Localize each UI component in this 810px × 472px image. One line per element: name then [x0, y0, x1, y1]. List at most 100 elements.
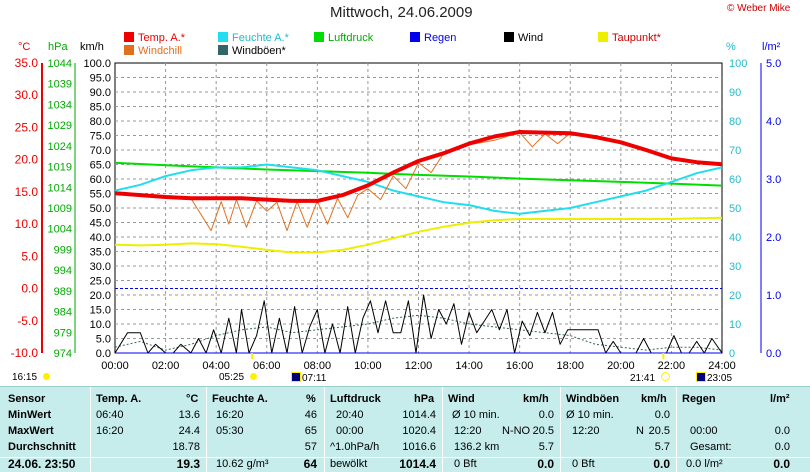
pressure-tick-label: 974	[54, 348, 72, 360]
moonrise-marker: 07:11	[291, 372, 326, 384]
humidity-tick-label: 80	[729, 116, 741, 128]
rain-tick-label: 2.0	[766, 232, 781, 244]
hum-min-time: 16:20	[216, 409, 244, 421]
stats-header-temp: Temp. A.	[96, 393, 142, 405]
legend-item-rain: Regen	[410, 32, 456, 44]
press-current-value: 1014.4	[399, 457, 436, 471]
humidity-tick-label: 0	[729, 348, 735, 360]
press-max-time: 00:00	[336, 425, 364, 437]
temp-min-value: 13.6	[178, 409, 200, 421]
x-tick-label: 02:00	[152, 360, 180, 372]
moonset-icon	[696, 372, 706, 382]
sunset-marker: 21:41	[630, 372, 670, 384]
x-tick-label: 14:00	[455, 360, 483, 372]
series-line-windchill	[114, 132, 723, 232]
wind-tick-label: 90.0	[90, 87, 111, 99]
temp-tick-label: 5.0	[21, 249, 38, 263]
legend-item-dewpoint: Taupunkt*	[598, 32, 661, 44]
legend-label-humidity: Feuchte A.*	[232, 32, 289, 44]
pressure-tick-label: 979	[54, 327, 72, 339]
legend-swatch-temp	[124, 32, 134, 42]
x-tick-label: 24:00	[708, 360, 736, 372]
wind-tick-label: 75.0	[90, 131, 111, 143]
temp-axis-unit: °C	[18, 41, 31, 53]
legend-item-humidity: Feuchte A.*	[218, 32, 289, 44]
legend-swatch-dewpoint	[598, 32, 608, 42]
legend-swatch-gusts	[218, 45, 228, 55]
pressure-tick-label: 984	[54, 307, 72, 319]
sunset-icon	[660, 372, 670, 381]
humidity-tick-label: 90	[729, 87, 741, 99]
press-weather: bewölkt	[330, 458, 368, 470]
chart-grid	[114, 62, 723, 354]
humidity-axis-unit: %	[726, 41, 736, 53]
x-tick-label: 06:00	[253, 360, 281, 372]
stats-header-hum: Feuchte A.	[212, 393, 268, 405]
temp-current-value: 19.3	[176, 457, 200, 471]
humidity-tick-label: 10	[729, 319, 741, 331]
pressure-tick-label: 1029	[48, 120, 72, 132]
legend-label-gusts: Windböen*	[232, 45, 286, 57]
x-tick-label: 08:00	[304, 360, 332, 372]
legend-item-temp: Temp. A.*	[124, 32, 185, 44]
x-tick-label: 20:00	[607, 360, 635, 372]
wind-tick-label: 45.0	[90, 218, 111, 230]
rain-tick-label: 0.0	[766, 348, 781, 360]
rain-time: 00:00	[690, 425, 718, 437]
wind-tick-label: 85.0	[90, 102, 111, 114]
stats-header-press-unit: hPa	[414, 393, 435, 405]
legend-item-pressure: Luftdruck	[314, 32, 373, 44]
chart-axes: 00:00 02:00 04:00 06:00 08:00 10:00 12:00 14:00…	[11, 56, 782, 372]
temp-tick-label: -5.0	[17, 314, 38, 328]
stats-label-min: MinWert	[8, 409, 52, 421]
rain-current-value: 0.0	[773, 457, 790, 471]
pressure-tick-label: 1014	[48, 182, 72, 194]
temp-tick-label: 15.0	[15, 185, 39, 199]
gust-bft: 0 Bft	[572, 458, 595, 470]
wind-tick-label: 95.0	[90, 73, 111, 85]
legend-swatch-humidity	[218, 32, 228, 42]
temp-tick-label: 10.0	[15, 217, 39, 231]
temp-tick-label: 0.0	[21, 282, 38, 296]
x-tick-label: 18:00	[556, 360, 584, 372]
stats-header-hum-unit: %	[306, 393, 316, 405]
hum-max-time: 05:30	[216, 425, 244, 437]
legend-item-gusts: Windböen*	[218, 45, 286, 57]
sunset-time: 21:41	[630, 373, 656, 384]
stats-label-current: 24.06. 23:50	[8, 457, 76, 471]
x-tick-label: 22:00	[658, 360, 686, 372]
press-min-value: 1014.4	[402, 409, 436, 421]
weather-chart: 00:00 02:00 04:00 06:00 08:00 10:00 12:00 14:00…	[11, 56, 782, 372]
series-line-temp	[114, 130, 723, 203]
sunrise-marker: 05:25	[219, 372, 257, 383]
rain-value-1: 0.0	[774, 425, 790, 437]
sun-icon	[42, 373, 50, 380]
wind-tick-label: 70.0	[90, 145, 111, 157]
stats-header-wind-unit: km/h	[523, 393, 549, 405]
humidity-tick-label: 50	[729, 203, 741, 215]
pressure-tick-label: 1009	[48, 203, 72, 215]
wind-bft: 0 Bft	[454, 458, 477, 470]
time-marker-left: 16:15	[12, 372, 50, 383]
hum-abs-value: 10.62 g/m³	[216, 458, 269, 470]
gust-max-dir: N	[636, 425, 644, 437]
stats-header-gust-unit: km/h	[641, 393, 667, 405]
moonrise-icon	[291, 372, 301, 382]
stats-header-temp-unit: °C	[186, 393, 199, 405]
legend-item-wind: Wind	[504, 32, 543, 44]
wind-tick-label: 20.0	[90, 290, 111, 302]
wind-tick-label: 15.0	[90, 305, 111, 317]
wind-tick-label: 25.0	[90, 276, 111, 288]
hum-current-value: 64	[303, 457, 317, 471]
x-tick-label: 10:00	[354, 360, 382, 372]
temp-tick-label: 20.0	[15, 153, 39, 167]
pressure-tick-label: 1044	[48, 58, 72, 70]
hum-max-value: 65	[304, 425, 317, 437]
stats-panel: Sensor MinWert MaxWert Durchschnitt 24.0…	[0, 386, 810, 472]
wind-tick-label: 5.0	[96, 334, 111, 346]
rain-tick-label: 5.0	[766, 58, 781, 70]
gust-max-value: 20.5	[648, 425, 670, 437]
rain-total-value: 0.0	[774, 441, 790, 453]
legend-swatch-pressure	[314, 32, 324, 42]
press-avg-value: 1016.6	[402, 441, 436, 453]
